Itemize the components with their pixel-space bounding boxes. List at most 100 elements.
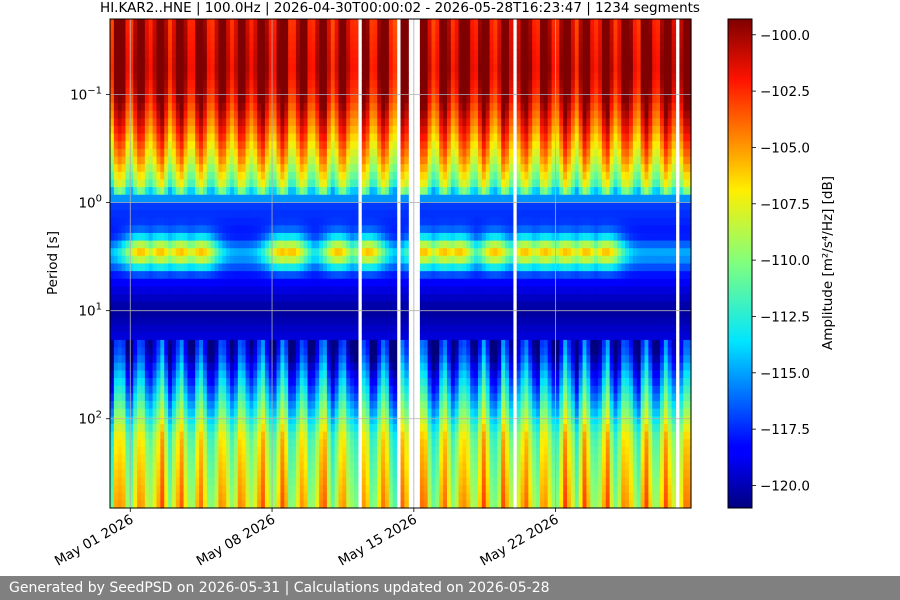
- heatmap-cell: [299, 423, 305, 433]
- heatmap-cell: [342, 271, 347, 280]
- heatmap-cell: [284, 416, 289, 425]
- heatmap-cell: [423, 316, 429, 326]
- heatmap-cell: [288, 64, 293, 74]
- heatmap-cell: [156, 171, 161, 181]
- heatmap-cell: [191, 171, 196, 181]
- heatmap-cell: [144, 156, 150, 165]
- heatmap-column: [419, 19, 425, 509]
- heatmap-cell: [326, 294, 332, 303]
- heatmap-cell: [404, 225, 409, 234]
- heatmap-cell: [369, 125, 374, 135]
- heatmap-cell: [354, 370, 359, 379]
- heatmap-cell: [346, 72, 351, 81]
- heatmap-cell: [230, 370, 235, 379]
- heatmap-cell: [179, 125, 185, 135]
- heatmap-cell: [354, 446, 359, 456]
- heatmap-cell: [183, 294, 189, 303]
- heatmap-cell: [361, 156, 367, 165]
- heatmap-cell: [400, 439, 405, 448]
- heatmap-cell: [388, 485, 394, 494]
- heatmap-cell: [404, 19, 409, 28]
- heatmap-cell: [175, 202, 181, 211]
- heatmap-cell: [319, 179, 324, 188]
- heatmap-cell: [334, 355, 340, 364]
- heatmap-cell: [113, 80, 119, 89]
- heatmap-cell: [276, 19, 282, 28]
- heatmap-cell: [202, 64, 208, 74]
- heatmap-cell: [222, 72, 227, 81]
- heatmap-cell: [113, 309, 119, 318]
- heatmap-cell: [125, 49, 130, 58]
- heatmap-cell: [311, 271, 316, 280]
- heatmap-cell: [268, 217, 274, 226]
- heatmap-cell: [233, 263, 239, 272]
- heatmap-cell: [272, 194, 278, 203]
- heatmap-cell: [323, 309, 328, 318]
- heatmap-cell: [307, 263, 313, 272]
- heatmap-cell: [292, 393, 297, 402]
- heatmap-cell: [175, 408, 181, 417]
- heatmap-cell: [323, 141, 328, 150]
- heatmap-cell: [323, 485, 328, 494]
- heatmap-cell: [400, 263, 405, 272]
- heatmap-cell: [303, 110, 309, 119]
- heatmap-cell: [179, 141, 185, 150]
- heatmap-cell: [187, 431, 192, 440]
- heatmap-cell: [257, 278, 262, 288]
- heatmap-cell: [117, 370, 123, 379]
- heatmap-cell: [369, 347, 374, 356]
- heatmap-cell: [315, 324, 320, 333]
- heatmap-cell: [261, 401, 266, 410]
- heatmap-cell: [199, 95, 204, 104]
- heatmap-cell: [121, 485, 127, 494]
- heatmap-cell: [233, 462, 239, 471]
- heatmap-cell: [268, 500, 274, 509]
- heatmap-cell: [303, 202, 309, 211]
- heatmap-cell: [288, 393, 293, 402]
- heatmap-cell: [373, 393, 378, 402]
- heatmap-cell: [354, 34, 359, 43]
- heatmap-cell: [110, 87, 115, 97]
- heatmap-cell: [354, 385, 359, 394]
- heatmap-cell: [175, 316, 181, 326]
- heatmap-cell: [377, 469, 382, 479]
- heatmap-cell: [241, 332, 247, 341]
- heatmap-cell: [354, 202, 359, 211]
- heatmap-cell: [206, 87, 212, 97]
- heatmap-cell: [195, 492, 200, 501]
- heatmap-cell: [245, 225, 251, 234]
- heatmap-cell: [210, 19, 216, 28]
- heatmap-cell: [245, 34, 251, 43]
- heatmap-cell: [423, 57, 429, 66]
- heatmap-cell: [179, 271, 185, 280]
- heatmap-cell: [369, 248, 374, 257]
- heatmap-cell: [168, 80, 173, 89]
- heatmap-cell: [230, 347, 235, 356]
- heatmap-cell: [303, 49, 309, 58]
- heatmap-cell: [164, 95, 169, 104]
- heatmap-cell: [226, 271, 231, 280]
- heatmap-cell: [303, 446, 309, 456]
- heatmap-cell: [381, 462, 386, 471]
- heatmap-cell: [323, 34, 328, 43]
- heatmap-cell: [241, 194, 247, 203]
- heatmap-cell: [280, 378, 285, 387]
- heatmap-cell: [338, 95, 343, 104]
- heatmap-cell: [202, 370, 208, 379]
- heatmap-cell: [148, 57, 154, 66]
- heatmap-cell: [326, 179, 332, 188]
- heatmap-cell: [202, 148, 208, 158]
- heatmap-cell: [423, 179, 429, 188]
- heatmap-cell: [191, 492, 196, 501]
- heatmap-cell: [311, 34, 316, 43]
- heatmap-cell: [261, 294, 266, 303]
- heatmap-cell: [218, 278, 223, 288]
- heatmap-cell: [346, 263, 351, 272]
- heatmap-cell: [373, 485, 378, 494]
- heatmap-cell: [303, 316, 309, 326]
- heatmap-cell: [299, 294, 305, 303]
- heatmap-cell: [330, 278, 336, 288]
- heatmap-cell: [218, 103, 223, 112]
- heatmap-cell: [202, 179, 208, 188]
- heatmap-cell: [288, 278, 293, 288]
